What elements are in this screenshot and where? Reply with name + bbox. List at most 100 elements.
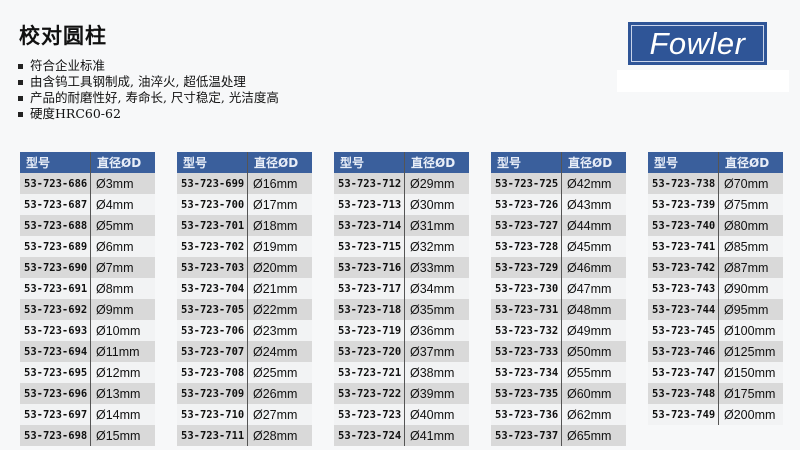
- model-cell: 53-723-730: [491, 278, 562, 299]
- model-cell: 53-723-733: [491, 341, 562, 362]
- table-row: 53-723-690 Ø7mm: [20, 257, 155, 278]
- model-cell: 53-723-703: [177, 257, 248, 278]
- table-row: 53-723-716 Ø33mm: [334, 257, 469, 278]
- feature-text: 由含钨工具钢制成, 油淬火, 超低温处理: [30, 74, 246, 89]
- table-row: 53-723-708 Ø25mm: [177, 362, 312, 383]
- diameter-cell: Ø55mm: [561, 362, 626, 383]
- diameter-cell: Ø32mm: [404, 236, 469, 257]
- diameter-cell: Ø36mm: [404, 320, 469, 341]
- model-cell: 53-723-732: [491, 320, 562, 341]
- table-row: 53-723-725 Ø42mm: [491, 173, 626, 194]
- diameter-cell: Ø39mm: [404, 383, 469, 404]
- diameter-cell: Ø175mm: [718, 383, 783, 404]
- table-header: 型号 直径ØD: [648, 152, 783, 173]
- diameter-cell: Ø11mm: [90, 341, 155, 362]
- model-cell: 53-723-734: [491, 362, 562, 383]
- feature-text: 符合企业标准: [30, 58, 106, 73]
- table-row: 53-723-746 Ø125mm: [648, 341, 783, 362]
- model-cell: 53-723-739: [648, 194, 719, 215]
- header-diameter: 直径ØD: [90, 152, 155, 173]
- model-cell: 53-723-711: [177, 425, 248, 446]
- diameter-cell: Ø10mm: [90, 320, 155, 341]
- table-row: 53-723-712 Ø29mm: [334, 173, 469, 194]
- table-row: 53-723-689 Ø6mm: [20, 236, 155, 257]
- bullet-icon: [18, 95, 23, 101]
- model-cell: 53-723-706: [177, 320, 248, 341]
- diameter-cell: Ø19mm: [247, 236, 312, 257]
- diameter-cell: Ø6mm: [90, 236, 155, 257]
- table-row: 53-723-740 Ø80mm: [648, 215, 783, 236]
- header-model: 型号: [20, 152, 91, 173]
- diameter-cell: Ø90mm: [718, 278, 783, 299]
- model-cell: 53-723-713: [334, 194, 405, 215]
- table-row: 53-723-705 Ø22mm: [177, 299, 312, 320]
- model-cell: 53-723-686: [20, 173, 91, 194]
- table-row: 53-723-691 Ø8mm: [20, 278, 155, 299]
- table-row: 53-723-703 Ø20mm: [177, 257, 312, 278]
- header-model: 型号: [648, 152, 719, 173]
- table-row: 53-723-719 Ø36mm: [334, 320, 469, 341]
- table-row: 53-723-697 Ø14mm: [20, 404, 155, 425]
- diameter-cell: Ø125mm: [718, 341, 783, 362]
- diameter-cell: Ø17mm: [247, 194, 312, 215]
- table-row: 53-723-687 Ø4mm: [20, 194, 155, 215]
- model-cell: 53-723-718: [334, 299, 405, 320]
- feature-item: 硬度HRC60-62: [18, 106, 279, 122]
- model-cell: 53-723-712: [334, 173, 405, 194]
- model-cell: 53-723-728: [491, 236, 562, 257]
- spec-table: 型号 直径ØD 53-723-725 Ø42mm 53-723-726 Ø43mm 53-7…: [491, 152, 626, 446]
- table-row: 53-723-717 Ø34mm: [334, 278, 469, 299]
- feature-text: 产品的耐磨性好, 寿命长, 尺寸稳定, 光洁度高: [30, 90, 279, 105]
- feature-list: 符合企业标准 由含钨工具钢制成, 油淬火, 超低温处理 产品的耐磨性好, 寿命长…: [18, 58, 279, 122]
- page-title: 校对圆柱: [19, 24, 107, 48]
- table-row: 53-723-721 Ø38mm: [334, 362, 469, 383]
- diameter-cell: Ø12mm: [90, 362, 155, 383]
- model-cell: 53-723-707: [177, 341, 248, 362]
- table-row: 53-723-695 Ø12mm: [20, 362, 155, 383]
- model-cell: 53-723-687: [20, 194, 91, 215]
- header-diameter: 直径ØD: [561, 152, 626, 173]
- table-row: 53-723-714 Ø31mm: [334, 215, 469, 236]
- table-row: 53-723-711 Ø28mm: [177, 425, 312, 446]
- diameter-cell: Ø21mm: [247, 278, 312, 299]
- table-row: 53-723-733 Ø50mm: [491, 341, 626, 362]
- diameter-cell: Ø75mm: [718, 194, 783, 215]
- diameter-cell: Ø3mm: [90, 173, 155, 194]
- diameter-cell: Ø22mm: [247, 299, 312, 320]
- model-cell: 53-723-738: [648, 173, 719, 194]
- table-row: 53-723-748 Ø175mm: [648, 383, 783, 404]
- model-cell: 53-723-727: [491, 215, 562, 236]
- diameter-cell: Ø31mm: [404, 215, 469, 236]
- table-row: 53-723-724 Ø41mm: [334, 425, 469, 446]
- table-row: 53-723-696 Ø13mm: [20, 383, 155, 404]
- model-cell: 53-723-714: [334, 215, 405, 236]
- model-cell: 53-723-709: [177, 383, 248, 404]
- table-row: 53-723-734 Ø55mm: [491, 362, 626, 383]
- diameter-cell: Ø62mm: [561, 404, 626, 425]
- table-row: 53-723-686 Ø3mm: [20, 173, 155, 194]
- model-cell: 53-723-726: [491, 194, 562, 215]
- table-row: 53-723-735 Ø60mm: [491, 383, 626, 404]
- feature-text: 硬度HRC60-62: [30, 106, 121, 121]
- diameter-cell: Ø18mm: [247, 215, 312, 236]
- model-cell: 53-723-743: [648, 278, 719, 299]
- model-cell: 53-723-719: [334, 320, 405, 341]
- table-row: 53-723-701 Ø18mm: [177, 215, 312, 236]
- model-cell: 53-723-692: [20, 299, 91, 320]
- diameter-cell: Ø47mm: [561, 278, 626, 299]
- model-cell: 53-723-724: [334, 425, 405, 446]
- diameter-cell: Ø95mm: [718, 299, 783, 320]
- table-row: 53-723-739 Ø75mm: [648, 194, 783, 215]
- diameter-cell: Ø27mm: [247, 404, 312, 425]
- model-cell: 53-723-698: [20, 425, 91, 446]
- model-cell: 53-723-697: [20, 404, 91, 425]
- spec-table: 型号 直径ØD 53-723-699 Ø16mm 53-723-700 Ø17mm 53-7…: [177, 152, 312, 446]
- model-cell: 53-723-689: [20, 236, 91, 257]
- table-row: 53-723-741 Ø85mm: [648, 236, 783, 257]
- diameter-cell: Ø45mm: [561, 236, 626, 257]
- logo-backdrop: [617, 70, 789, 92]
- model-cell: 53-723-708: [177, 362, 248, 383]
- model-cell: 53-723-720: [334, 341, 405, 362]
- table-row: 53-723-707 Ø24mm: [177, 341, 312, 362]
- bullet-icon: [18, 63, 23, 69]
